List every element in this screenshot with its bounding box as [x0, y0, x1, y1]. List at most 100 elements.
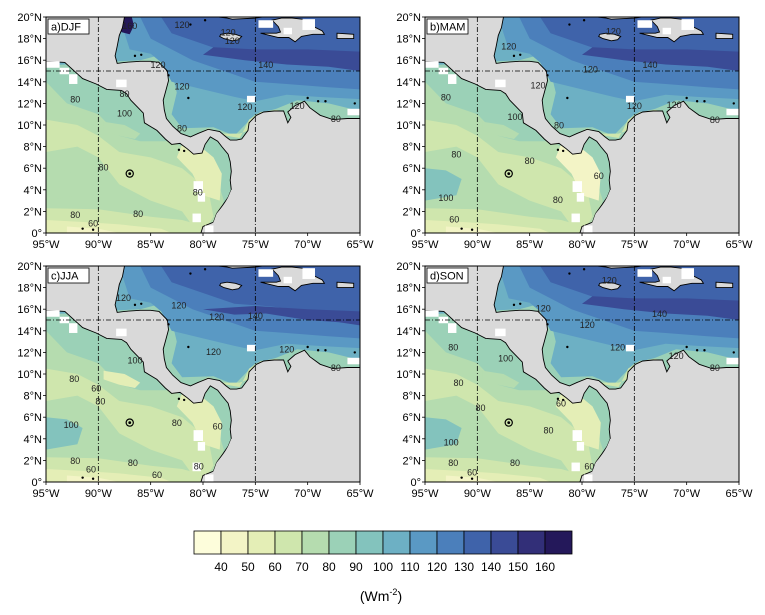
no-data-cell: [302, 19, 315, 30]
no-data-cell: [46, 61, 60, 68]
small-island: [470, 228, 474, 231]
no-data-cell: [448, 323, 457, 333]
no-data-cell: [584, 225, 593, 233]
no-data-cell: [637, 20, 653, 28]
small-island: [81, 227, 84, 230]
small-island: [324, 100, 327, 103]
contour-label: 120: [171, 300, 186, 310]
central-america-landmass: [425, 17, 739, 233]
colorbar-swatch: [328, 530, 357, 555]
small-island: [685, 345, 688, 349]
small-island: [703, 100, 706, 103]
contour-label: 80: [70, 95, 80, 105]
colorbar-tick-label: 120: [427, 560, 447, 574]
contour-label: 60: [88, 219, 98, 229]
no-data-cell: [681, 19, 694, 30]
colorbar-swatch: [409, 530, 438, 555]
small-island: [203, 19, 207, 22]
no-data-cell: [625, 95, 635, 103]
contour-label: 60: [86, 464, 96, 474]
small-island: [182, 149, 186, 153]
small-island: [546, 323, 549, 326]
small-island: [353, 102, 356, 105]
no-data-cell: [258, 269, 274, 277]
small-island: [556, 397, 560, 401]
mooring-marker: [125, 169, 134, 178]
lat-tick-label: 8°N: [403, 142, 422, 154]
jamaica-landmass: [219, 281, 243, 291]
lat-tick-label: 18°N: [17, 283, 42, 295]
no-data-cell: [438, 67, 449, 75]
contour-label: 120: [669, 351, 684, 361]
jamaica-landmass: [598, 32, 622, 42]
colorbar-swatch: [193, 530, 222, 555]
small-island: [566, 345, 569, 349]
field-band: [482, 370, 520, 388]
lat-tick-label: 2°N: [24, 206, 43, 218]
puerto-rico-landmass: [336, 32, 355, 40]
contour-label: 120: [602, 275, 617, 285]
contour-label: 120: [279, 345, 294, 355]
lon-tick-label: 80°W: [568, 488, 596, 500]
field-band: [555, 393, 601, 450]
lon-tick-label: 90°W: [85, 488, 113, 500]
small-island: [167, 74, 170, 77]
cuba-landmass: [150, 266, 264, 269]
no-data-cell: [726, 357, 739, 365]
lon-tick-label: 95°W: [411, 239, 439, 251]
lat-tick-label: 12°N: [17, 98, 42, 110]
no-data-cell: [116, 328, 127, 337]
map-area: 120 120 120 140 120 120 80 100 80 60 80 100 80 60 80 80…: [46, 266, 360, 482]
colorbar: 40 50 60 70 80 90 100 110 120 130 140 150 160: [193, 530, 573, 574]
cuba-landmass: [150, 17, 264, 20]
lon-tick-label: 65°W: [346, 239, 374, 251]
lon-tick-label: 95°W: [32, 488, 60, 500]
contour-label: 140: [258, 60, 273, 70]
small-island: [512, 54, 516, 58]
contour-label: 60: [584, 461, 594, 471]
lat-tick-label: 20°N: [396, 261, 421, 273]
contour-label: 80: [70, 456, 80, 466]
no-data-mask: [200, 438, 245, 482]
small-island: [133, 303, 137, 307]
small-island: [556, 148, 560, 152]
lat-tick-label: 14°N: [17, 77, 42, 89]
no-data-cell: [205, 225, 214, 233]
small-island: [140, 302, 143, 305]
no-data-cell: [69, 74, 78, 84]
field-band: [203, 306, 360, 326]
contour-label: 60: [449, 214, 459, 224]
central-america-landmass: [425, 266, 739, 482]
lon-tick-label: 65°W: [725, 488, 753, 500]
lon-tick-label: 70°W: [673, 488, 701, 500]
panel-label-box: [47, 267, 90, 284]
contour-label: 60: [213, 421, 223, 431]
no-data-cell: [438, 316, 449, 324]
jamaica-landmass: [219, 32, 243, 42]
lat-tick-label: 20°N: [17, 12, 42, 24]
contour-label: 100: [438, 193, 453, 203]
contour-label: 120: [150, 60, 165, 70]
no-data-cell: [495, 328, 506, 337]
small-island: [353, 351, 356, 354]
no-data-cell: [116, 79, 127, 88]
contour-label: 80: [133, 209, 143, 219]
contour-label: 80: [99, 163, 109, 173]
panel-label: b)MAM: [430, 22, 465, 34]
map-area: 120 120 140 120 120 120 120 100 80 80 80 80 80 60 80 10…: [425, 17, 739, 233]
small-island: [140, 53, 143, 56]
contour-label: 80: [448, 458, 458, 468]
central-america-landmass: [46, 17, 360, 233]
lon-tick-label: 80°W: [189, 488, 217, 500]
small-island: [695, 349, 699, 352]
lat-tick-label: 6°N: [24, 412, 43, 424]
colorbar-tick-label: 80: [322, 560, 336, 574]
no-data-cell: [571, 462, 580, 472]
no-data-cell: [425, 61, 439, 68]
contour-label: 120: [606, 26, 621, 36]
small-island: [703, 349, 706, 352]
no-data-cell: [193, 430, 203, 441]
lat-tick-label: 2°N: [24, 455, 43, 467]
